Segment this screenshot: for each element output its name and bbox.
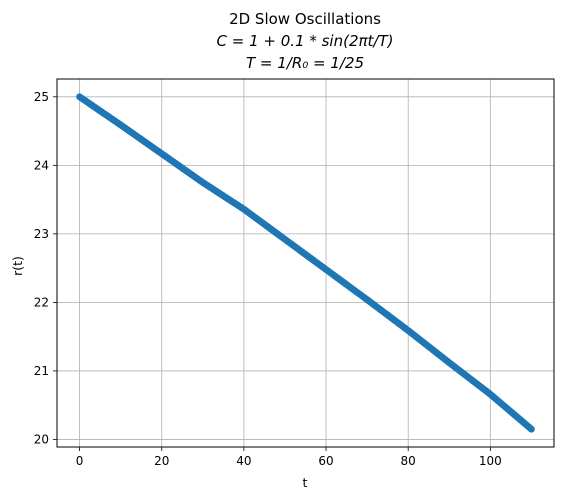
x-tick-label: 100 (479, 454, 502, 468)
y-tick-label: 22 (34, 295, 49, 309)
x-tick-label: 40 (236, 454, 251, 468)
chart-title: 2D Slow Oscillations (229, 10, 381, 28)
x-axis-label: t (303, 475, 308, 490)
y-tick-label: 24 (34, 158, 49, 172)
y-axis-label: r(t) (10, 256, 25, 276)
x-tick-label: 20 (154, 454, 169, 468)
y-tick-label: 23 (34, 227, 49, 241)
x-tick-label: 60 (318, 454, 333, 468)
x-tick-label: 80 (401, 454, 416, 468)
data-point (528, 426, 535, 433)
y-tick-label: 21 (34, 364, 49, 378)
y-tick-label: 20 (34, 432, 49, 446)
chart-subtitle-line-1: C = 1 + 0.1 * sin(2πt/T) (217, 32, 394, 50)
y-tick-label: 25 (34, 90, 49, 104)
chart-subtitle-line-2: T = 1/R₀ = 1/25 (246, 54, 364, 72)
x-tick-label: 0 (76, 454, 84, 468)
ticks: 0 20 40 60 80 100 20 21 22 23 24 25 (34, 90, 502, 468)
series-points (76, 93, 535, 432)
